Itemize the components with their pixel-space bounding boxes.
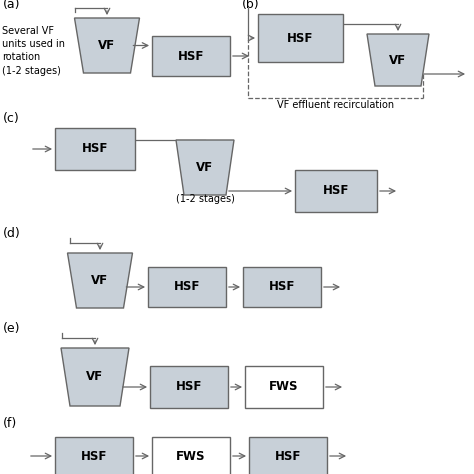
- Bar: [152, 36, 230, 76]
- Text: FWS: FWS: [176, 449, 206, 463]
- Text: VF: VF: [86, 371, 103, 383]
- Text: (f): (f): [3, 417, 17, 430]
- Text: HSF: HSF: [323, 184, 349, 198]
- Bar: [150, 366, 228, 408]
- Text: VF: VF: [390, 54, 407, 66]
- Text: VF: VF: [196, 161, 214, 174]
- Text: (c): (c): [3, 112, 20, 125]
- Text: (d): (d): [3, 227, 21, 240]
- Text: HSF: HSF: [174, 281, 200, 293]
- Text: (1-2 stages): (1-2 stages): [175, 194, 235, 204]
- Bar: [55, 128, 135, 170]
- Text: HSF: HSF: [176, 381, 202, 393]
- Text: HSF: HSF: [275, 449, 301, 463]
- Text: HSF: HSF: [178, 49, 204, 63]
- Bar: [295, 170, 377, 212]
- Text: (e): (e): [3, 322, 20, 335]
- Bar: [148, 267, 226, 307]
- Text: (a): (a): [3, 0, 20, 11]
- Bar: [249, 437, 327, 474]
- Text: VF: VF: [91, 274, 109, 287]
- Bar: [243, 267, 321, 307]
- Text: HSF: HSF: [82, 143, 108, 155]
- Text: VF effluent recirculation: VF effluent recirculation: [277, 100, 394, 110]
- Bar: [258, 14, 343, 62]
- Text: VF: VF: [99, 39, 116, 52]
- Bar: [55, 437, 133, 474]
- Polygon shape: [74, 18, 139, 73]
- Bar: [245, 366, 323, 408]
- Text: HSF: HSF: [81, 449, 107, 463]
- Text: (b): (b): [242, 0, 260, 11]
- Polygon shape: [67, 253, 133, 308]
- Polygon shape: [176, 140, 234, 195]
- Text: FWS: FWS: [269, 381, 299, 393]
- Text: HSF: HSF: [287, 31, 314, 45]
- Polygon shape: [61, 348, 129, 406]
- Text: HSF: HSF: [269, 281, 295, 293]
- Polygon shape: [367, 34, 429, 86]
- Text: Several VF
units used in
rotation
(1-2 stages): Several VF units used in rotation (1-2 s…: [2, 26, 65, 75]
- Bar: [152, 437, 230, 474]
